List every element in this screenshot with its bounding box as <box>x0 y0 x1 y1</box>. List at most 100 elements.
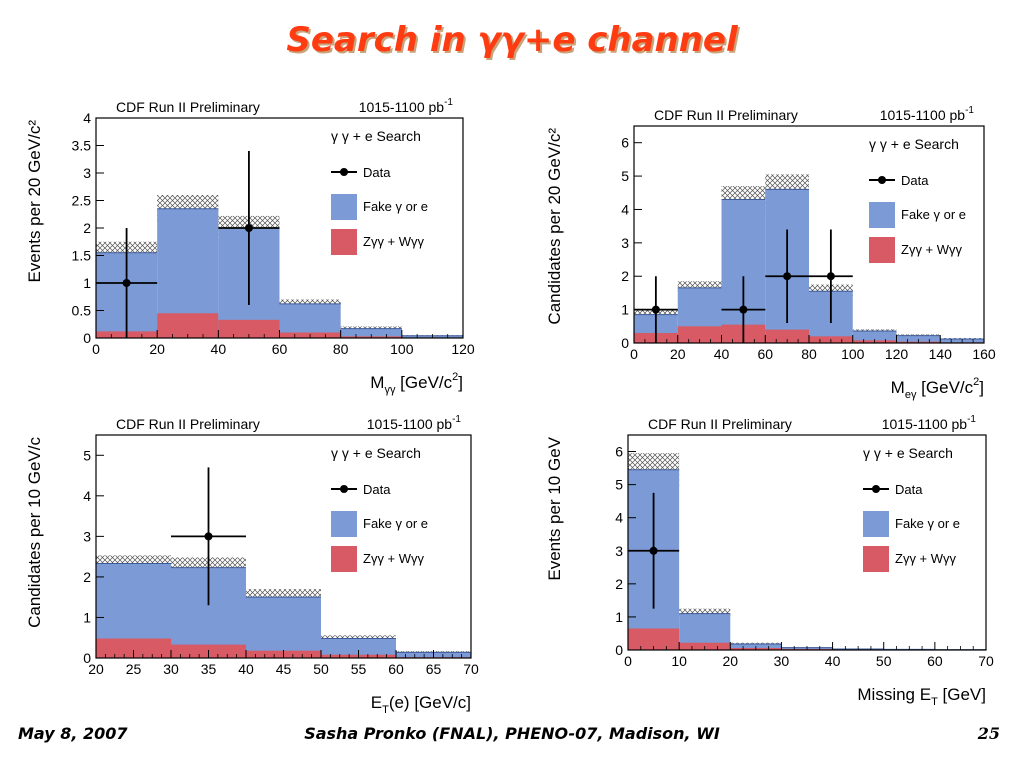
y-tick-label: 0 <box>83 650 91 666</box>
header-luminosity: 1015-1100 pb-1 <box>359 97 454 115</box>
y-tick-label: 4 <box>621 201 629 217</box>
legend-fake-swatch <box>331 511 357 537</box>
header-luminosity: 1015-1100 pb-1 <box>882 414 977 432</box>
x-tick-label: 100 <box>390 341 414 357</box>
x-axis-label: Missing ET [GeV] <box>857 685 986 708</box>
chart-m-eg-panel: 0 20 40 60 80 100 120 140 160 0 1 2 3 4 5 6 CDF Run II P… <box>520 88 1020 412</box>
legend-zw-swatch <box>869 237 895 263</box>
y-axis-label: Events per 20 GeV/c² <box>25 120 44 283</box>
x-tick-label: 10 <box>671 653 687 669</box>
chart-m-gg: 0 20 40 60 80 100 120 0 0.5 1 1.5 2 2.5 3 3.5 4 CDF Run … <box>25 97 475 396</box>
x-tick-label: 25 <box>126 661 142 677</box>
chart-et-e-panel: 20 25 30 35 40 45 50 55 60 65 70 0 1 2 3 4 5 CDF Run II P… <box>0 405 490 724</box>
y-tick-label: 3 <box>621 235 629 251</box>
x-tick-label: 20 <box>722 653 738 669</box>
legend-search-label: γ γ + e Search <box>869 136 959 152</box>
x-tick-label: 40 <box>211 341 227 357</box>
footer-author: Sasha Pronko (FNAL), PHENO-07, Madison, … <box>304 724 720 743</box>
legend-data-label: Data <box>363 482 391 497</box>
legend-data-marker <box>340 168 348 176</box>
legend-search-label: γ γ + e Search <box>863 445 953 461</box>
y-tick-label: 2 <box>615 576 623 592</box>
legend-data-label: Data <box>895 482 923 497</box>
legend-search-label: γ γ + e Search <box>331 445 421 461</box>
y-axis-label: Events per 10 GeV <box>545 436 564 580</box>
x-tick-label: 40 <box>714 346 730 362</box>
header-luminosity: 1015-1100 pb-1 <box>880 105 975 123</box>
data-point <box>826 272 835 281</box>
x-axis-label: ET(e) [GeV/c] <box>371 693 471 716</box>
y-tick-label: 3.5 <box>72 138 92 154</box>
x-axis-label: Mγγ [GeV/c2] <box>370 371 463 396</box>
data-point <box>244 224 253 232</box>
legend-zw-swatch <box>863 546 889 572</box>
header-run-label: CDF Run II Preliminary <box>654 107 798 123</box>
y-tick-label: 1 <box>621 302 629 318</box>
footer-date: May 8, 2007 <box>18 724 128 743</box>
legend-data-label: Data <box>363 165 391 180</box>
x-tick-label: 60 <box>388 661 404 677</box>
zw-bar <box>218 319 280 338</box>
y-tick-label: 4 <box>615 510 623 526</box>
x-tick-label: 60 <box>272 341 288 357</box>
y-tick-label: 2 <box>621 268 629 284</box>
x-tick-label: 80 <box>333 341 349 357</box>
data-point <box>739 305 748 314</box>
legend-fake-swatch <box>331 194 357 220</box>
legend-zw-label: Zγγ + Wγγ <box>901 242 963 257</box>
y-tick-label: 1 <box>83 275 91 291</box>
legend-fake-label: Fake γ or e <box>895 516 960 531</box>
x-tick-label: 60 <box>757 346 773 362</box>
y-tick-label: 1 <box>615 609 623 625</box>
x-tick-label: 45 <box>276 661 292 677</box>
x-tick-label: 0 <box>92 341 100 357</box>
header-run-label: CDF Run II Preliminary <box>648 416 792 432</box>
y-tick-label: 3 <box>83 528 91 544</box>
x-axis-label: Meγ [GeV/c2] <box>891 376 984 401</box>
y-tick-label: 0.5 <box>72 303 92 319</box>
legend-zw-label: Zγγ + Wγγ <box>363 234 425 249</box>
x-tick-label: 20 <box>149 341 165 357</box>
fake-bar <box>279 303 341 338</box>
legend-data-label: Data <box>901 173 929 188</box>
y-tick-label: 5 <box>621 168 629 184</box>
zw-bar <box>677 326 722 343</box>
header-run-label: CDF Run II Preliminary <box>116 99 260 115</box>
data-point <box>649 546 658 555</box>
legend-search-label: γ γ + e Search <box>331 128 421 144</box>
x-tick-label: 60 <box>927 653 943 669</box>
x-tick-label: 0 <box>630 346 638 362</box>
legend-fake-swatch <box>863 511 889 537</box>
x-tick-label: 100 <box>841 346 865 362</box>
x-tick-label: 30 <box>163 661 179 677</box>
y-tick-label: 4 <box>83 110 91 126</box>
zw-bar <box>96 638 171 658</box>
chart-met: 0 10 20 30 40 50 60 70 0 1 2 3 4 5 6 CDF Run II Prelimi… <box>545 414 994 708</box>
x-tick-label: 50 <box>313 661 329 677</box>
legend-data-marker <box>872 485 880 493</box>
y-tick-label: 0 <box>83 330 91 346</box>
y-tick-label: 5 <box>83 447 91 463</box>
x-tick-label: 0 <box>624 653 632 669</box>
x-tick-label: 70 <box>978 653 994 669</box>
data-point <box>651 305 660 314</box>
legend-zw-label: Zγγ + Wγγ <box>895 551 957 566</box>
x-tick-label: 120 <box>885 346 909 362</box>
legend-fake-label: Fake γ or e <box>363 199 428 214</box>
legend-data-marker <box>878 176 886 184</box>
x-tick-label: 20 <box>88 661 104 677</box>
x-tick-label: 70 <box>463 661 479 677</box>
y-tick-label: 4 <box>83 488 91 504</box>
header-run-label: CDF Run II Preliminary <box>116 416 260 432</box>
x-tick-label: 160 <box>972 346 996 362</box>
y-tick-label: 6 <box>615 444 623 460</box>
fake-bar <box>321 638 396 658</box>
y-axis-label: Candidates per 10 GeV/c <box>25 437 44 628</box>
x-tick-label: 35 <box>201 661 217 677</box>
x-tick-label: 65 <box>426 661 442 677</box>
x-tick-label: 40 <box>238 661 254 677</box>
legend-zw-swatch <box>331 229 357 255</box>
x-tick-label: 140 <box>929 346 953 362</box>
x-tick-label: 80 <box>801 346 817 362</box>
